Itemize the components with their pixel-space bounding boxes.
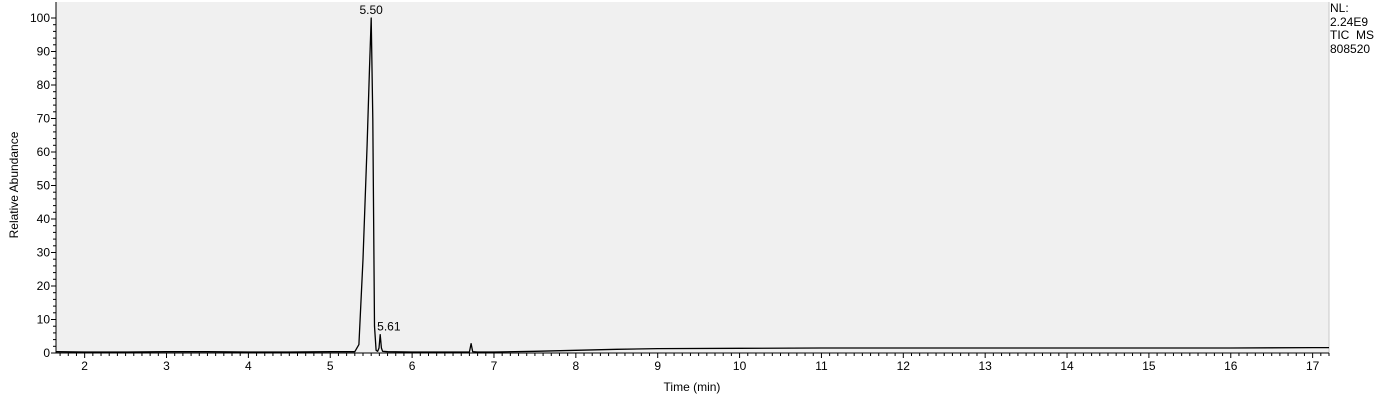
x-tick-label: 8: [572, 359, 579, 373]
x-tick-label: 15: [1142, 359, 1156, 373]
y-tick-label: 100: [30, 11, 50, 25]
y-tick-label: 50: [37, 179, 51, 193]
x-tick-label: 3: [163, 359, 170, 373]
x-tick-label: 6: [409, 359, 416, 373]
y-tick-label: 80: [37, 78, 51, 92]
x-tick-label: 14: [1060, 359, 1074, 373]
x-tick-label: 9: [654, 359, 661, 373]
x-axis: 2 3 4 5 6 7 8 9 10 11 12 13 14 15 16 17: [56, 352, 1330, 373]
y-tick-label: 40: [37, 212, 51, 226]
info-line: 808520: [1330, 41, 1371, 56]
peak-label: 5.50: [360, 3, 384, 17]
plot-area: [56, 2, 1329, 353]
x-tick-label: 12: [897, 359, 911, 373]
info-line: TIC MS: [1330, 28, 1374, 42]
y-axis: 0 10 20 30 40 50 60 70 80 90 100: [30, 2, 57, 360]
x-tick-label: 17: [1306, 359, 1320, 373]
y-tick-label: 30: [37, 246, 51, 260]
info-line: 2.24E9: [1330, 14, 1369, 29]
x-tick-label: 16: [1224, 359, 1238, 373]
x-tick-label: 2: [81, 359, 88, 373]
peak-label: 5.61: [377, 320, 401, 334]
y-tick-label: 60: [37, 145, 51, 159]
y-tick-label: 10: [37, 313, 51, 327]
tic-trace: [55, 17, 1329, 353]
x-tick-label: 7: [491, 359, 498, 373]
y-tick-label: 70: [37, 112, 51, 126]
y-tick-label: 20: [37, 279, 51, 293]
x-tick-label: 4: [245, 359, 252, 373]
info-box: NL: 2.24E9 TIC MS 808520: [1330, 1, 1376, 56]
x-tick-label: 5: [327, 359, 334, 373]
x-axis-title: Time (min): [664, 380, 721, 394]
y-axis-title: Relative Abundance: [7, 131, 21, 238]
y-tick-label: 0: [43, 346, 50, 360]
x-tick-label: 13: [978, 359, 992, 373]
info-line: NL:: [1330, 1, 1349, 15]
x-tick-label: 10: [733, 359, 747, 373]
y-tick-label: 90: [37, 45, 51, 59]
peak-labels: 5.50 5.61: [360, 3, 401, 334]
x-tick-label: 11: [815, 359, 828, 373]
series-group: [55, 17, 1329, 353]
